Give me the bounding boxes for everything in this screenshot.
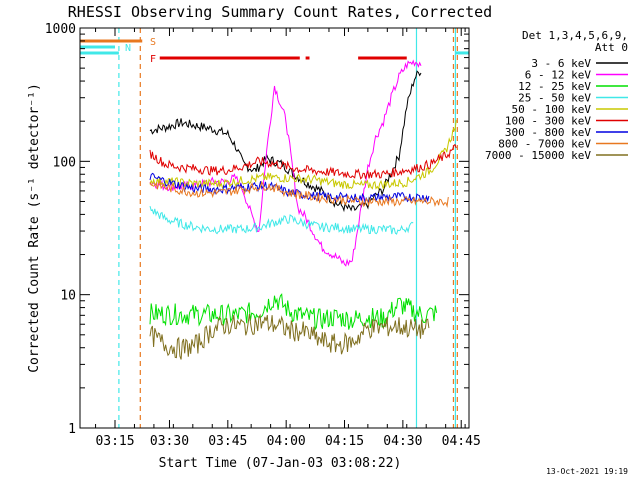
- chart-title: RHESSI Observing Summary Count Rates, Co…: [68, 3, 492, 21]
- axes: 03:15 03:30 03:45 04:00 04:15 04:30 04:45 1 10 10…: [45, 22, 481, 449]
- x-tick-label-0: 03:15: [95, 434, 134, 449]
- series-line-8: [149, 313, 430, 360]
- y-tick-label-1: 10: [60, 289, 76, 304]
- legend-header-line-1: Det 1,3,4,5,6,9,: [522, 29, 628, 42]
- legend-label-4: 50 - 100 keV: [512, 103, 592, 116]
- legend-label-3: 25 - 50 keV: [518, 92, 591, 105]
- x-tick-label-4: 04:15: [325, 434, 364, 449]
- status-label-S: S: [150, 37, 156, 48]
- legend-label-5: 100 - 300 keV: [505, 115, 591, 128]
- x-tick-label-6: 04:45: [442, 434, 481, 449]
- legend-header-line-2: Att 0: [595, 41, 628, 54]
- series-line-1: [149, 59, 422, 267]
- legend-label-7: 800 - 7000 keV: [498, 138, 591, 151]
- series-line-7: [149, 179, 449, 208]
- legend-label-0: 3 - 6 keV: [531, 57, 591, 70]
- y-tick-label-2: 100: [53, 155, 76, 170]
- x-tick-label-2: 03:45: [208, 434, 247, 449]
- series-line-3: [149, 205, 414, 235]
- date-stamp: 13-Oct-2021 19:19: [546, 467, 628, 476]
- series-line-6: [149, 172, 430, 204]
- x-tick-label-1: 03:30: [150, 434, 189, 449]
- x-tick-label-3: 04:00: [267, 434, 306, 449]
- y-tick-label-0: 1: [68, 422, 76, 437]
- series-line-4: [149, 119, 457, 191]
- x-tick-label-5: 04:30: [383, 434, 422, 449]
- series-layer: [80, 51, 469, 360]
- status-label-F: F: [150, 54, 156, 65]
- legend-label-6: 300 - 800 keV: [505, 126, 591, 139]
- plot-frame: [79, 27, 470, 429]
- legend-label-2: 12 - 25 keV: [518, 80, 591, 93]
- legend-label-1: 6 - 12 keV: [525, 69, 592, 82]
- y-axis-label: Corrected Count Rate (s⁻¹ detector⁻¹): [27, 83, 42, 373]
- status-label-N: N: [125, 43, 131, 54]
- x-axis-label: Start Time (07-Jan-03 03:08:22): [159, 456, 402, 471]
- legend-label-8: 7000 - 15000 keV: [485, 149, 591, 162]
- series-line-2: [149, 293, 438, 331]
- series-line-5: [149, 143, 457, 180]
- y-tick-label-3: 1000: [45, 22, 76, 37]
- status-bars: S N F: [80, 37, 407, 65]
- vertical-markers: [118, 28, 458, 428]
- series-line-0: [149, 70, 422, 213]
